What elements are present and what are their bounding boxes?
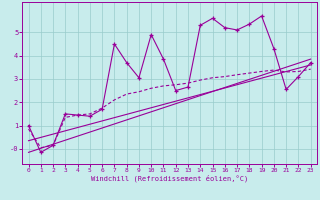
X-axis label: Windchill (Refroidissement éolien,°C): Windchill (Refroidissement éolien,°C) [91,175,248,182]
